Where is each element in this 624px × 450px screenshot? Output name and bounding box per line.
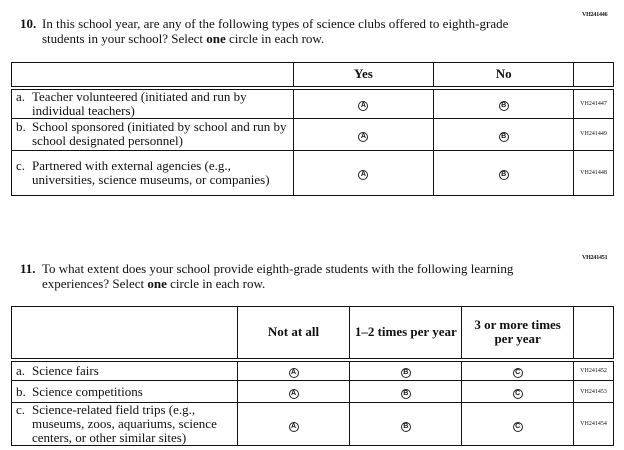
row-letter: c. xyxy=(16,157,26,173)
row-label: a. Science fairs xyxy=(11,359,238,381)
radio-bubble[interactable]: A xyxy=(288,368,299,379)
radio-bubble[interactable]: A xyxy=(288,389,299,399)
question-10: 10. In this school year, are any of the … xyxy=(20,16,540,46)
col-1-2-times: 1–2 times per year xyxy=(349,306,463,362)
question-number: 10. xyxy=(20,16,37,31)
radio-bubble[interactable]: B xyxy=(498,101,509,111)
row-label: b. School sponsored (initiated by school … xyxy=(11,117,294,151)
option-cell: B xyxy=(349,402,463,446)
option-cell: B xyxy=(349,359,463,381)
question-text-end: circle in each row. xyxy=(166,276,266,291)
radio-bubble[interactable]: B xyxy=(498,170,509,180)
option-cell: C xyxy=(461,380,574,403)
question-code: VH241451 xyxy=(582,255,608,261)
question-code: VH241446 xyxy=(582,12,608,18)
row-label: c. Science-related field trips (e.g., mus… xyxy=(11,402,238,446)
radio-bubble[interactable]: B xyxy=(498,131,509,142)
row-letter: a. xyxy=(16,88,26,104)
option-cell: C xyxy=(461,359,574,381)
radio-bubble[interactable]: C xyxy=(512,421,523,432)
header-blank xyxy=(11,62,294,90)
question-number: 11. xyxy=(20,261,36,276)
option-cell: B xyxy=(349,380,463,403)
row-text: Science competitions xyxy=(32,383,143,399)
option-cell: B xyxy=(433,87,574,119)
table-row: b. School sponsored (initiated by school … xyxy=(11,117,614,151)
option-cell: A xyxy=(292,117,435,151)
row-code: VH241454 xyxy=(573,402,614,446)
row-letter: a. xyxy=(16,362,26,378)
radio-bubble[interactable]: A xyxy=(358,170,369,180)
option-cell: B xyxy=(433,117,574,151)
radio-bubble[interactable]: C xyxy=(512,368,523,379)
option-cell: A xyxy=(292,87,435,119)
row-code: VH241452 xyxy=(573,359,614,381)
question-11: 11. To what extent does your school prov… xyxy=(20,261,540,291)
row-letter: c. xyxy=(16,402,26,417)
col-no: No xyxy=(433,62,574,90)
emphasis: one xyxy=(147,276,167,291)
row-code: VH241448 xyxy=(573,149,614,196)
row-text: Science fairs xyxy=(32,362,99,378)
table-row: a. Teacher volunteered (initiated and run… xyxy=(11,87,614,119)
radio-bubble[interactable]: A xyxy=(288,421,299,432)
option-cell: A xyxy=(236,402,351,446)
row-text: School sponsored (initiated by school an… xyxy=(32,119,287,148)
row-label: c. Partnered with external agencies (e.g.… xyxy=(11,149,294,196)
radio-bubble[interactable]: B xyxy=(400,421,411,432)
col-3-or-more: 3 or more times per year xyxy=(461,306,574,362)
row-text: Partnered with external agencies (e.g., … xyxy=(32,157,270,187)
option-cell: A xyxy=(236,380,351,403)
header-code-blank xyxy=(573,306,614,362)
row-code: VH241449 xyxy=(573,117,614,151)
row-text: Science-related field trips (e.g., museu… xyxy=(32,402,217,445)
radio-bubble[interactable]: C xyxy=(512,389,523,399)
option-cell: C xyxy=(461,402,574,446)
table-row: a. Science fairs A B C VH241452 xyxy=(11,359,614,381)
radio-bubble[interactable]: B xyxy=(400,389,411,399)
row-letter: b. xyxy=(16,119,26,134)
q10-table: Yes No a. Teacher volunteered (initiated a… xyxy=(11,62,614,196)
table-row: c. Science-related field trips (e.g., mus… xyxy=(11,402,614,446)
row-letter: b. xyxy=(16,383,26,399)
emphasis: one xyxy=(206,31,226,46)
option-cell: B xyxy=(433,149,574,196)
question-text: In this school year, are any of the foll… xyxy=(42,16,509,46)
col-not-at-all: Not at all xyxy=(236,306,351,362)
radio-bubble[interactable]: A xyxy=(358,131,369,142)
col-yes: Yes xyxy=(292,62,435,90)
table-row: c. Partnered with external agencies (e.g.… xyxy=(11,149,614,196)
question-text-end: circle in each row. xyxy=(225,31,325,46)
question-text: To what extent does your school provide … xyxy=(42,261,514,291)
table-row: b. Science competitions A B C VH241453 xyxy=(11,380,614,403)
row-text: Teacher volunteered (initiated and run b… xyxy=(32,88,247,118)
header-code-blank xyxy=(573,62,614,90)
row-code: VH241447 xyxy=(573,87,614,119)
row-code: VH241453 xyxy=(573,380,614,403)
row-label: b. Science competitions xyxy=(11,380,238,403)
radio-bubble[interactable]: A xyxy=(358,101,369,111)
header-blank xyxy=(11,306,238,362)
radio-bubble[interactable]: B xyxy=(400,368,411,379)
option-cell: A xyxy=(292,149,435,196)
option-cell: A xyxy=(236,359,351,381)
q11-table: Not at all 1–2 times per year 3 or more ti… xyxy=(11,306,614,446)
row-label: a. Teacher volunteered (initiated and run… xyxy=(11,87,294,119)
